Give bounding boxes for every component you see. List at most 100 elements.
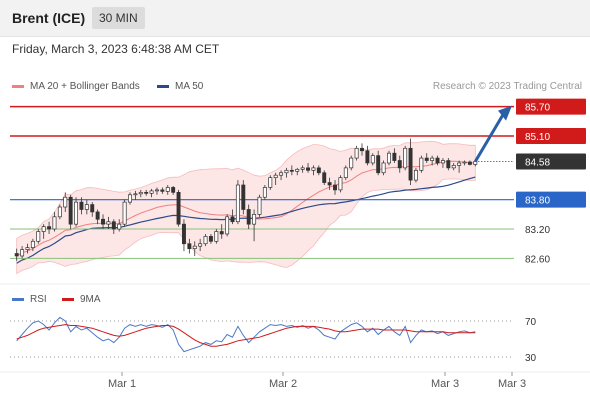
candle <box>225 214 230 237</box>
level-tag-83.80 <box>516 191 586 208</box>
candle <box>435 155 440 166</box>
candle <box>349 155 354 171</box>
candle-body <box>446 160 451 169</box>
candle-body <box>370 155 375 164</box>
candle-body <box>95 211 100 220</box>
candle <box>365 145 370 166</box>
candle <box>322 170 327 185</box>
forecast-arrow <box>474 113 505 163</box>
candle <box>171 185 176 195</box>
candle-body <box>273 174 278 179</box>
candle <box>457 160 462 173</box>
candle-body <box>327 182 332 186</box>
level-label-85.70: 85.70 <box>525 103 550 114</box>
instrument-title: Brent (ICE) <box>12 10 86 26</box>
interval-button[interactable]: 30 MIN <box>92 7 145 29</box>
candle <box>84 199 89 215</box>
candle <box>138 189 143 198</box>
candle <box>252 209 257 242</box>
credit-text: Research © 2023 Trading Central <box>432 81 582 92</box>
rsi-line <box>16 316 476 353</box>
candle-body <box>198 243 203 247</box>
candle <box>176 189 181 227</box>
candle <box>354 145 359 161</box>
candle <box>295 167 300 176</box>
candle <box>219 224 224 239</box>
candle <box>198 238 203 252</box>
ma9-legend-label: 9MA <box>80 294 101 305</box>
candle-body <box>262 187 267 198</box>
x-tick-label: Mar 3 <box>431 378 459 390</box>
candle <box>14 248 19 261</box>
candle <box>338 175 343 193</box>
candle-body <box>284 169 289 174</box>
candle <box>462 160 467 166</box>
candle <box>230 209 235 225</box>
candle-body <box>41 226 46 232</box>
candle-body <box>63 196 68 208</box>
candle-body <box>74 201 79 225</box>
candle <box>155 187 159 195</box>
candle <box>262 185 267 200</box>
rsi-tick-70: 70 <box>525 317 537 328</box>
rsi-swatch <box>12 297 24 301</box>
candle-body <box>144 191 149 194</box>
candle <box>451 162 456 171</box>
candle <box>316 165 321 176</box>
candle <box>165 185 170 195</box>
level-label-83.20: 83.20 <box>525 225 550 236</box>
candle <box>387 150 391 166</box>
candle-body <box>47 226 52 230</box>
candle <box>74 197 79 227</box>
candle-body <box>225 216 230 235</box>
candle <box>311 165 316 176</box>
candle-body <box>241 184 246 210</box>
rsi-legend: RSI <box>12 294 47 305</box>
candle <box>128 192 132 205</box>
candle-body <box>311 167 316 171</box>
candle <box>413 167 418 183</box>
candle <box>133 190 138 200</box>
candle-body <box>149 190 154 194</box>
candle-body <box>306 167 311 171</box>
candle <box>57 204 62 220</box>
candle-body <box>101 218 105 225</box>
candle <box>306 162 311 173</box>
candle-body <box>376 155 381 174</box>
candle-body <box>122 201 127 225</box>
candle <box>106 216 111 230</box>
candle <box>246 204 251 230</box>
candle-body <box>181 223 186 245</box>
candle <box>257 194 262 217</box>
forecast-arrowhead <box>498 105 512 121</box>
candle-body <box>111 221 116 230</box>
chart-header: Brent (ICE) 30 MIN <box>0 0 590 37</box>
candle <box>149 188 154 198</box>
candle-body <box>413 169 418 181</box>
candle-body <box>106 221 111 225</box>
candle-body <box>68 196 73 225</box>
candle-body <box>295 168 300 172</box>
candle <box>160 187 165 194</box>
candle <box>440 158 445 168</box>
candle-body <box>349 157 354 169</box>
rsi-legend-label: RSI <box>30 294 47 305</box>
candle <box>79 197 84 215</box>
level-label-83.80: 83.80 <box>525 196 550 207</box>
candle <box>419 155 424 173</box>
ma50-legend-label: MA 50 <box>175 81 204 92</box>
x-tick-label: Mar 2 <box>269 378 297 390</box>
candle <box>208 233 213 244</box>
candle-body <box>14 253 19 257</box>
candle <box>370 153 375 166</box>
candle-body <box>84 204 89 210</box>
timestamp: Friday, March 3, 2023 6:48:38 AM CET <box>12 42 220 56</box>
candle-body <box>79 201 84 210</box>
candle <box>63 192 68 212</box>
candle <box>20 246 25 259</box>
candle <box>381 160 386 176</box>
candle <box>25 243 30 254</box>
candle-body <box>25 247 30 250</box>
candle-body <box>322 172 327 183</box>
